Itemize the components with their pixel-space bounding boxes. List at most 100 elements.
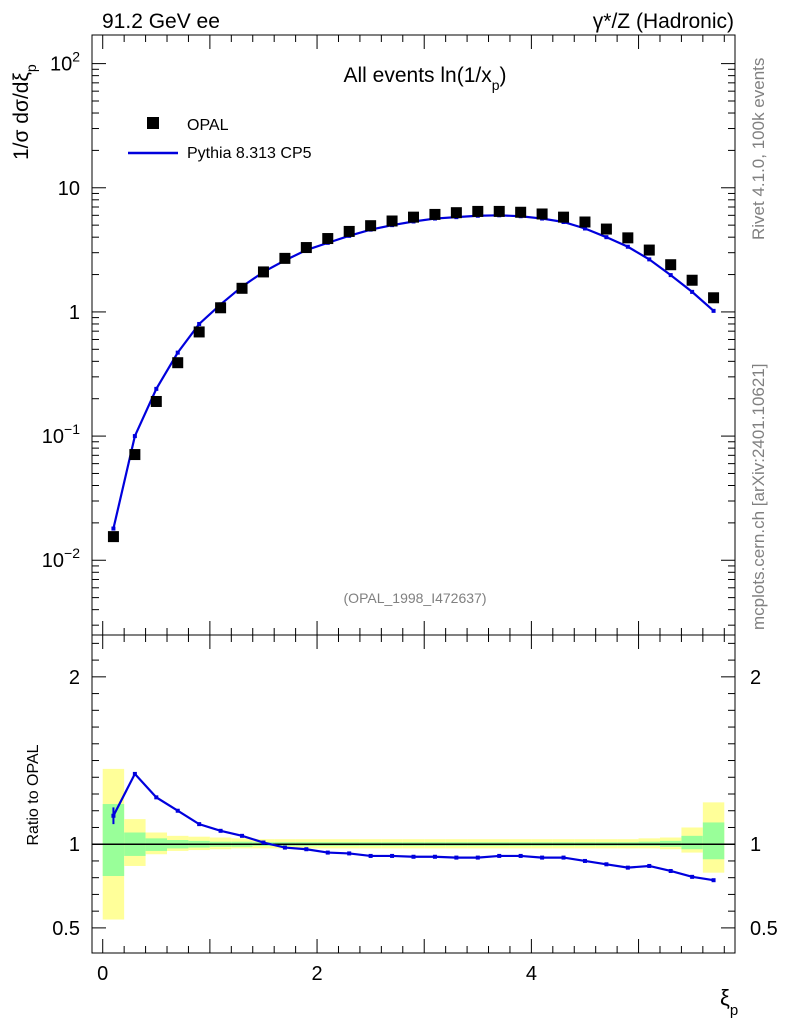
main-title-main: All events ln(1/x — [343, 64, 492, 87]
main-data-marks — [107, 205, 720, 543]
opal-point — [322, 233, 334, 245]
ratio-point — [604, 862, 609, 867]
pythia-point — [154, 386, 159, 391]
pythia-point — [111, 526, 116, 531]
ratio-point — [582, 858, 587, 863]
opal-point — [600, 223, 612, 235]
main-ytick-base: 10 — [42, 550, 64, 572]
main-ytick-base: 10 — [50, 54, 72, 76]
ratio-panel-frame — [91, 634, 736, 954]
ratio-point — [154, 795, 159, 800]
opal-point — [343, 225, 355, 237]
ratio-point — [304, 847, 309, 852]
ratio-ytick-label: 2 — [69, 667, 80, 689]
opal-point — [493, 205, 505, 217]
ratio-point — [240, 833, 245, 838]
main-ytick-exp: −1 — [64, 421, 80, 437]
pythia-point — [647, 257, 652, 262]
opal-point — [472, 205, 484, 217]
ratio-point — [325, 850, 330, 855]
legend-marker-opal — [147, 117, 159, 129]
opal-point — [408, 211, 419, 223]
ratio-band-green — [702, 822, 725, 860]
ratio-xtick-label: 2 — [311, 963, 322, 985]
pythia-point — [711, 308, 716, 313]
opal-point — [129, 449, 141, 461]
main-ytick-exp: 2 — [72, 49, 80, 65]
opal-point — [558, 211, 570, 223]
opal-point — [279, 252, 291, 264]
opal-point — [107, 531, 119, 543]
ratio-band-green — [102, 804, 125, 877]
pythia-point — [197, 321, 202, 326]
pythia-point — [582, 226, 587, 231]
main-ytick-label: 10−1 — [42, 421, 80, 448]
ratio-point — [390, 853, 395, 858]
legend: OPAL Pythia 8.313 CP5 — [128, 117, 312, 162]
opal-point — [643, 244, 655, 256]
mcplots-label: mcplots.cern.ch [arXiv:2401.10621] — [749, 364, 768, 630]
analysis-watermark: (OPAL_1998_I472637) — [344, 590, 487, 606]
pythia-line — [112, 214, 715, 529]
ratio-point — [411, 854, 416, 859]
ratio-point — [518, 853, 523, 858]
main-ylabel-main: 1/σ dσ/dξ — [10, 72, 33, 160]
ratio-ytick-label-right: 1 — [750, 834, 761, 856]
ratio-point — [454, 855, 459, 860]
opal-point — [515, 206, 527, 218]
opal-point — [257, 266, 269, 278]
ratio-point — [690, 874, 695, 879]
ratio-point — [175, 808, 180, 813]
opal-point — [386, 215, 398, 227]
main-ytick-label: 10 — [58, 178, 80, 200]
ratio-point — [625, 865, 630, 870]
pythia-point — [690, 289, 695, 294]
pythia-point — [132, 434, 137, 439]
opal-point — [536, 208, 548, 220]
ratio-data-marks — [111, 771, 716, 883]
legend-label-pythia: Pythia 8.313 CP5 — [187, 145, 312, 162]
opal-point — [450, 207, 462, 219]
ratio-uncertainty-bands — [92, 768, 735, 920]
opal-point — [300, 242, 312, 254]
ratio-point — [432, 854, 437, 859]
ratio-point — [132, 771, 137, 776]
ratio-point — [540, 855, 545, 860]
ratio-ytick-label: 0.5 — [52, 918, 80, 940]
opal-point — [365, 220, 377, 232]
main-ytick-label: 102 — [50, 49, 80, 76]
opal-point — [686, 274, 698, 286]
opal-point — [429, 208, 441, 220]
ratio-point — [475, 855, 480, 860]
ratio-ytick-label: 1 — [69, 834, 80, 856]
ratio-point — [197, 822, 202, 827]
ratio-ylabel: Ratio to OPAL — [25, 744, 42, 845]
opal-point — [665, 259, 677, 271]
x-axis-label: ξp — [720, 985, 738, 1019]
ratio-point — [561, 855, 566, 860]
ratio-ytick-label-right: 2 — [750, 667, 761, 689]
ratio-point — [218, 828, 223, 833]
ratio-point — [711, 878, 716, 883]
ratio-point — [647, 863, 652, 868]
opal-point — [193, 326, 205, 338]
opal-point — [215, 302, 227, 314]
ratio-ytick-label-right: 0.5 — [750, 918, 778, 940]
pythia-point — [625, 244, 630, 249]
opal-point — [172, 357, 184, 369]
ratio-point — [668, 868, 673, 873]
pythia-point — [175, 350, 180, 355]
main-ytick-label: 10−2 — [42, 545, 80, 572]
ratio-xtick-label: 4 — [526, 963, 537, 985]
rivet-label: Rivet 4.1.0, 100k events — [749, 58, 768, 240]
ratio-axis-ticks: 0 2 4 0.5 0.5 1 1 2 2 — [52, 635, 778, 985]
opal-point — [150, 395, 162, 407]
main-ytick-base: 1 — [69, 302, 80, 324]
ratio-point — [497, 853, 502, 858]
ratio-point — [368, 853, 373, 858]
pythia-point — [668, 273, 673, 278]
opal-point — [236, 282, 248, 294]
ratio-band-green — [681, 835, 703, 850]
